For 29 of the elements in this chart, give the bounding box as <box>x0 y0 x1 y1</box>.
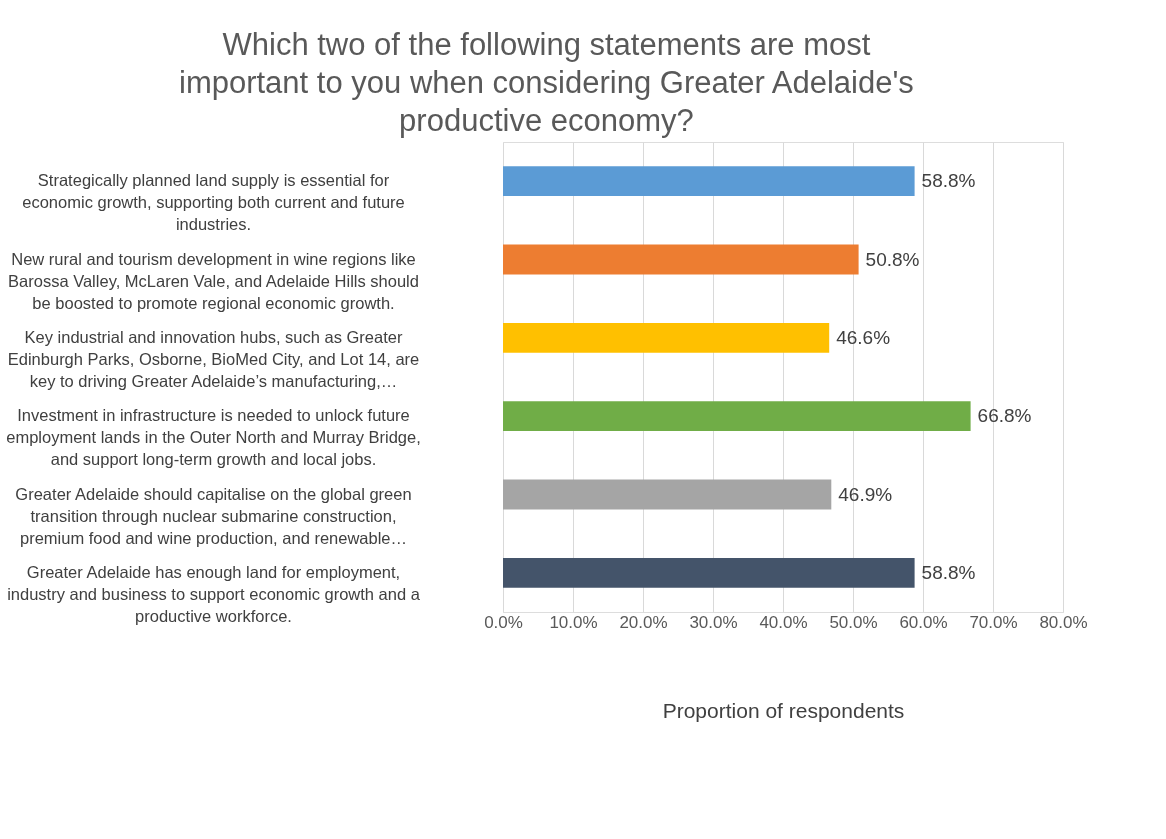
x-tick-label: 30.0% <box>689 612 738 632</box>
x-tick-label: 80.0% <box>1039 612 1088 632</box>
data-label: 58.8% <box>921 170 976 192</box>
y-tick-label: Investment in infrastructure is needed to unlock future employment lands in the Outer North and Murray Bridge, and support long-term growth and local jobs. <box>6 406 421 469</box>
data-label: 66.8% <box>977 405 1032 427</box>
bar <box>503 322 830 353</box>
bar <box>503 244 859 275</box>
y-tick-label: Strategically planned land supply is essential for economic growth, supporting both current and future industries. <box>22 171 405 234</box>
x-axis-title: Proportion of respondents <box>662 698 905 722</box>
bar <box>503 479 832 510</box>
y-tick-label: Greater Adelaide has enough land for employment, industry and business to support economic growth and a productive workforce. <box>7 562 421 625</box>
bar <box>503 401 971 432</box>
chart-title: Which two of the following statements are most important to you when considering Greater Adelaide's productive economy? <box>179 27 914 138</box>
y-tick-label: Key industrial and innovation hubs, such as Greater Edinburgh Parks, Osborne, BioMed City, and Lot 14, are key to driving Greater Adelaide’s manufacturing,… <box>7 327 420 390</box>
data-label: 58.8% <box>921 561 976 583</box>
data-label: 46.9% <box>838 483 893 505</box>
y-tick-label: New rural and tourism development in wine regions like Barossa Valley, McLaren Vale, and Adelaide Hills should be boosted to promote regional economic growth. <box>8 249 419 312</box>
x-tick-label: 20.0% <box>619 612 668 632</box>
y-tick-label: Greater Adelaide should capitalise on the global green transition through nuclear submarine construction, premium food and wine production, and renewable… <box>15 484 412 547</box>
x-tick-label: 50.0% <box>829 612 878 632</box>
data-label: 50.8% <box>865 248 920 270</box>
data-label: 46.6% <box>836 326 891 348</box>
x-tick-label: 60.0% <box>899 612 948 632</box>
x-tick-label: 0.0% <box>484 612 523 632</box>
x-tick-label: 70.0% <box>969 612 1018 632</box>
bar <box>503 166 915 197</box>
x-tick-label: 10.0% <box>549 612 598 632</box>
bar <box>503 557 915 588</box>
x-tick-label: 40.0% <box>759 612 808 632</box>
